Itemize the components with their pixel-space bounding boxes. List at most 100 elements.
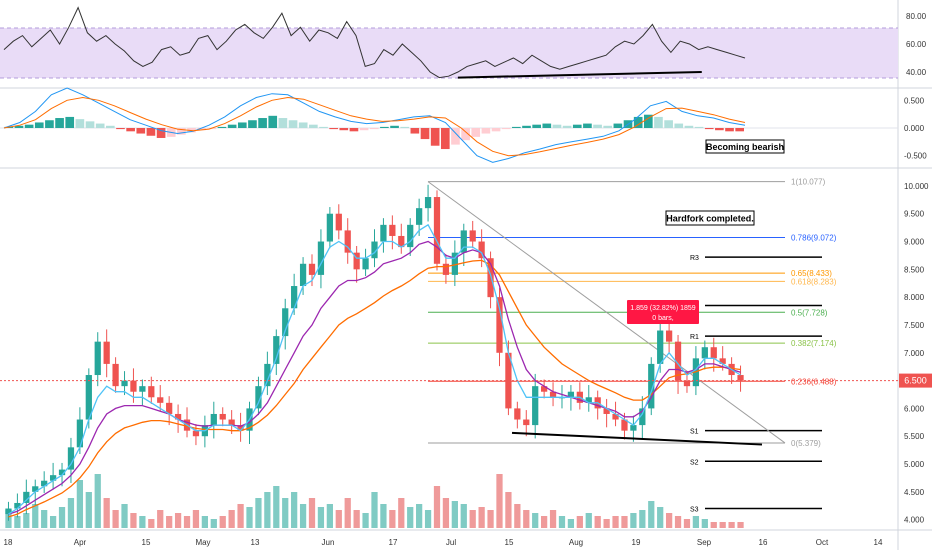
time-tick-label: 15 [505, 538, 514, 547]
volume-bar [308, 498, 316, 528]
candle-body [442, 263, 450, 275]
volume-bar [237, 504, 244, 528]
macd-hist-bar [674, 123, 684, 128]
candle-body [469, 230, 476, 242]
volume-bar [317, 507, 325, 528]
price-tick-label: 9.500 [904, 210, 925, 219]
macd-hist-bar [430, 128, 440, 146]
volume-bar [344, 498, 351, 528]
volume-bar [514, 504, 521, 528]
volume-bar [299, 504, 307, 528]
pivot-label: S3 [690, 507, 699, 514]
volume-bar [460, 504, 467, 528]
macd-hist-bar [694, 126, 704, 128]
macd-hist-bar [593, 124, 602, 128]
candle-body [103, 341, 110, 364]
price-tick-label: 4.000 [904, 516, 925, 525]
pivot-label: S2 [690, 459, 699, 466]
volume-bar [139, 516, 146, 528]
ema-orange-line [8, 259, 741, 518]
macd-hist-bar [390, 125, 399, 128]
fib-level-label: 0.786(9.072) [791, 234, 837, 243]
macd-hist-bar [369, 128, 379, 130]
volume-bar [273, 486, 280, 528]
volume-bars [5, 474, 744, 528]
time-tick-label: Sep [697, 538, 712, 547]
macd-hist-bar [654, 116, 663, 128]
volume-bar [657, 507, 664, 528]
pivot-label: R3 [690, 255, 699, 262]
candle-body [389, 224, 396, 236]
candle-body [585, 397, 592, 403]
macd-hist-bar [522, 125, 531, 128]
volume-bar [558, 516, 566, 528]
candle-body [657, 330, 664, 364]
volume-bar [576, 516, 583, 528]
volume-bar [416, 504, 423, 528]
candle-body [496, 297, 503, 353]
candle-body [282, 308, 289, 337]
macd-hist-bar [258, 118, 267, 128]
fib-level-label: 0.236(6.488) [791, 377, 837, 386]
macd-hist-bar [156, 128, 166, 138]
macd-hist-bar [217, 126, 227, 128]
volume-bar [264, 492, 271, 528]
macd-axis-ticks: 0.500 0.000 -0.500 [904, 96, 927, 160]
candle-body [567, 391, 575, 398]
candle-body [648, 363, 655, 409]
moving-averages [8, 223, 741, 518]
volume-bar [112, 510, 119, 528]
pivot-label: R1 [690, 334, 699, 341]
volume-bar [478, 507, 485, 528]
candle-body [478, 241, 485, 259]
candle-body [157, 397, 164, 403]
macd-hist-bar [55, 118, 64, 128]
volume-bar [532, 513, 539, 528]
candle-body [532, 386, 539, 426]
rsi-trendline [457, 71, 702, 79]
macd-hist-bar [95, 123, 105, 128]
volume-bar [630, 513, 637, 528]
macd-hist-bar [542, 123, 552, 128]
time-tick-label: Jun [322, 538, 335, 547]
candle-body [5, 508, 12, 515]
candle-body [344, 230, 351, 253]
volume-bar [85, 492, 92, 528]
macd-hist-bar [146, 128, 156, 136]
time-tick-label: Apr [74, 538, 87, 547]
volume-bar [49, 516, 57, 528]
candle-body [58, 469, 66, 476]
candle-body [94, 341, 101, 376]
macd-histogram [4, 114, 744, 150]
time-axis: 18 Apr 15 May 13 Jun 17 Jul 15 Aug 19 Sep 16 Oct 14 [4, 538, 883, 547]
candle-body [612, 413, 619, 420]
candle-body [416, 208, 423, 225]
price-tick-label: 8.000 [904, 293, 925, 302]
volume-bar [67, 498, 75, 528]
volume-bar [183, 516, 191, 528]
volume-bar [174, 513, 182, 528]
macd-hist-bar [298, 122, 308, 128]
macd-hist-bar [633, 116, 643, 128]
ema-cyan-line [8, 223, 741, 515]
macd-hist-bar [85, 121, 95, 128]
fib-level-label: 0.382(7.174) [791, 339, 837, 348]
macd-hist-bar [349, 128, 359, 132]
volume-bar [728, 522, 735, 528]
time-tick-label: 15 [142, 538, 151, 547]
candle-body [264, 363, 271, 387]
candle-body [326, 213, 333, 242]
candle-body [139, 386, 146, 392]
candle-body [371, 241, 378, 259]
candle-body [407, 224, 414, 248]
time-tick-label: Jul [446, 538, 456, 547]
volume-bar [228, 510, 235, 528]
volume-bar [76, 480, 84, 528]
macd-hist-bar [572, 124, 582, 128]
volume-bar [612, 516, 619, 528]
candle-body [67, 447, 75, 470]
macd-hist-bar [65, 116, 75, 128]
rsi-axis-ticks: 80.00 60.00 40.00 [906, 12, 927, 77]
macd-hist-bar [136, 128, 146, 134]
